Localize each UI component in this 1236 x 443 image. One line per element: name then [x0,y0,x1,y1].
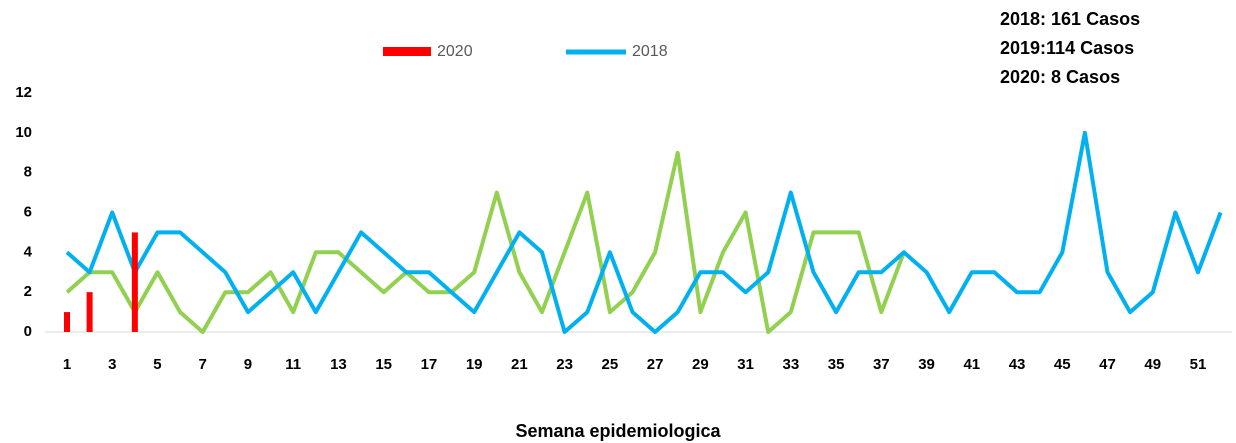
x-tick-label: 39 [918,356,935,373]
x-tick-label: 43 [1009,356,1026,373]
x-tick-label: 35 [828,356,845,373]
x-tick-label: 19 [466,356,483,373]
x-tick-label: 17 [421,356,438,373]
x-tick-label: 29 [692,356,709,373]
line [65,130,1223,334]
x-tick-label: 31 [737,356,754,373]
x-tick-label: 27 [647,356,664,373]
x-tick-label: 3 [108,356,116,373]
x-tick-label: 11 [285,356,301,373]
x-tick-label: 9 [244,356,252,373]
x-tick-label: 33 [782,356,799,373]
y-tick-label: 2 [24,283,32,300]
x-tick-label: 5 [153,356,161,373]
annotation: 2019:114 Casos [1000,38,1134,58]
annotation: 2020: 8 Casos [1000,67,1120,87]
x-tick-label: 37 [873,356,890,373]
bar [86,292,93,332]
x-tick-label: 21 [511,356,528,373]
y-tick-label: 6 [24,203,32,220]
x-tick-label: 45 [1054,356,1071,373]
bar [131,232,138,332]
x-tick-label: 47 [1099,356,1116,373]
x-tick-label: 49 [1144,356,1161,373]
x-tick-label: 51 [1190,356,1207,373]
y-tick-label: 8 [24,164,32,181]
legend-label: 2018 [632,43,668,60]
legend-label: 2020 [437,43,473,60]
legend-swatch [383,47,431,56]
x-tick-label: 1 [63,356,71,373]
x-tick-label: 13 [330,356,347,373]
x-tick-label: 15 [375,356,392,373]
x-tick-label: 7 [199,356,207,373]
x-tick-label: 23 [556,356,573,373]
x-tick-label: 41 [963,356,980,373]
x-axis-title: Semana epidemiologica [515,421,721,441]
y-tick-label: 4 [24,243,33,260]
y-tick-label: 12 [15,84,32,101]
annotation: 2018: 161 Casos [1000,9,1140,29]
x-tick-label: 25 [602,356,619,373]
y-tick-label: 0 [24,323,32,340]
line [65,150,906,334]
bar [64,312,70,332]
y-tick-label: 10 [15,124,32,141]
